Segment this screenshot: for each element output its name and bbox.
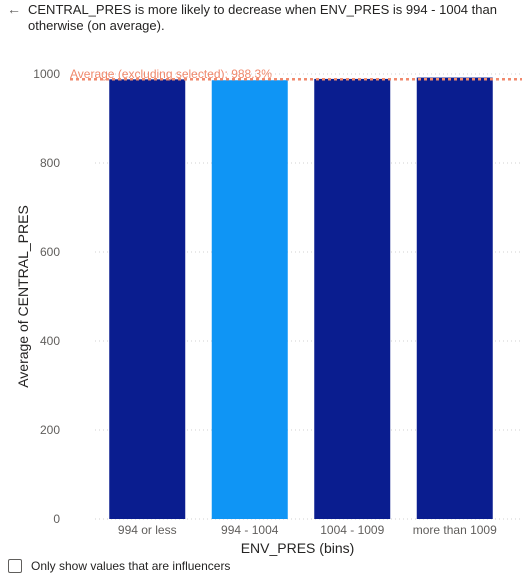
y-tick-label: 400 bbox=[40, 334, 60, 348]
influencer-headline: CENTRAL_PRES is more likely to decrease … bbox=[28, 2, 497, 33]
y-axis-label: Average of CENTRAL_PRES bbox=[15, 205, 31, 388]
bar[interactable] bbox=[314, 78, 391, 520]
y-tick-label: 0 bbox=[53, 512, 60, 526]
bar-chart: 0 200 400 600 800 1000 994 or less 994 - 1004 1… bbox=[15, 67, 522, 556]
reference-line-label: Average (excluding selected): 988.3% bbox=[70, 67, 272, 81]
x-tick-label: 994 - 1004 bbox=[221, 523, 279, 537]
x-axis-ticks: 994 or less 994 - 1004 1004 - 1009 more tha… bbox=[118, 523, 497, 537]
x-tick-label: 994 or less bbox=[118, 523, 177, 537]
x-tick-label: more than 1009 bbox=[413, 523, 497, 537]
bar[interactable] bbox=[211, 80, 288, 519]
y-tick-label: 200 bbox=[40, 423, 60, 437]
header: ← CENTRAL_PRES is more likely to decreas… bbox=[0, 0, 531, 40]
y-axis-ticks: 0 200 400 600 800 1000 bbox=[33, 67, 60, 526]
influencer-checkbox[interactable] bbox=[8, 559, 22, 573]
x-tick-label: 1004 - 1009 bbox=[320, 523, 384, 537]
bar[interactable] bbox=[416, 77, 493, 519]
y-tick-label: 600 bbox=[40, 245, 60, 259]
bars[interactable] bbox=[109, 77, 493, 520]
bar[interactable] bbox=[109, 79, 186, 519]
influencer-checkbox-label: Only show values that are influencers bbox=[31, 559, 231, 573]
y-tick-label: 1000 bbox=[33, 67, 60, 81]
x-axis-label: ENV_PRES (bins) bbox=[241, 540, 355, 556]
y-tick-label: 800 bbox=[40, 156, 60, 170]
gridlines bbox=[95, 73, 520, 520]
back-arrow-icon[interactable]: ← bbox=[7, 1, 21, 17]
influencer-filter: Only show values that are influencers bbox=[8, 557, 230, 575]
